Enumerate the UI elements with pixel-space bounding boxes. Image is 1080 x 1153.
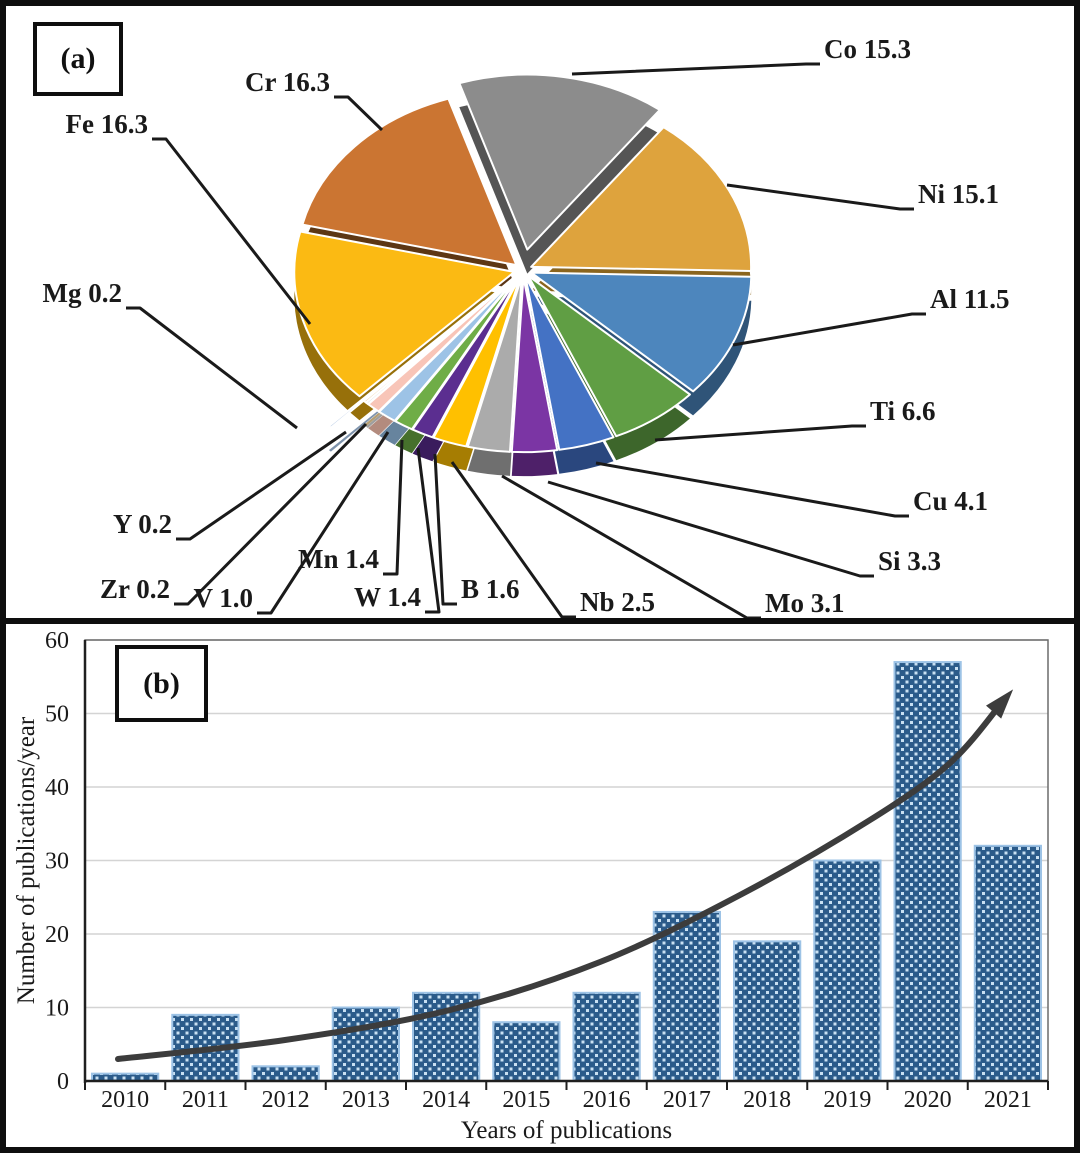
pie-slice-Cr (301, 97, 518, 267)
pie-leader-line-Mn (383, 439, 404, 576)
pie-leader-line-Fe (152, 137, 312, 325)
bar-2015 (492, 1021, 561, 1083)
pie-leader-line-Nb (450, 461, 576, 618)
pie-leader-line-Co (571, 62, 820, 76)
pie-label-Cu: Cu 4.1 (913, 486, 988, 516)
pie-label-Mn: Mn 1.4 (298, 544, 379, 574)
panel-a-label-box: (a) (33, 22, 123, 96)
pie-label-Cr: Cr 16.3 (245, 67, 330, 97)
pie-slice-Mo (466, 276, 523, 453)
trend-curve (115, 697, 1007, 1062)
pie-label-Al: Al 11.5 (930, 284, 1010, 314)
pie-leader-line-Mg (126, 306, 298, 430)
panel-b-label: (b) (143, 666, 180, 700)
y-tick-label-10: 10 (45, 996, 69, 1022)
pie-label-Zr: Zr 0.2 (100, 574, 170, 604)
bar-2018 (733, 940, 802, 1082)
x-tick-label-2018: 2018 (743, 1087, 791, 1113)
pie-leader-line-Ti (654, 424, 866, 442)
x-tick-label-2017: 2017 (663, 1087, 711, 1113)
pie-label-Fe: Fe 16.3 (66, 109, 148, 139)
y-axis-title: Number of publications/year (13, 716, 40, 1004)
y-tick-label-30: 30 (45, 849, 69, 875)
pie-leader-line-Zr (174, 422, 368, 606)
bar-2020 (893, 661, 962, 1082)
panel-b-bar: (b) 2010 2011 2012 2013 2014 2015 2016 2017 2018… (0, 621, 1080, 1153)
pie-slice-Ni (530, 126, 753, 272)
x-tick-label-2014: 2014 (422, 1087, 470, 1113)
panel-b-label-box: (b) (115, 645, 208, 722)
x-tick-label-2020: 2020 (904, 1087, 952, 1113)
bar-2021 (973, 844, 1042, 1082)
bar-chart-svg: 2010 2011 2012 2013 2014 2015 2016 2017 2018 2019… (13, 628, 1049, 1144)
pie-slice-Cu (524, 275, 615, 451)
pie-label-Mo: Mo 3.1 (765, 588, 844, 618)
y-tick-label-60: 60 (45, 628, 69, 654)
x-tick-label-2011: 2011 (182, 1087, 229, 1113)
pie-leader-line-Al (732, 312, 926, 347)
x-tick-label-2010: 2010 (101, 1087, 149, 1113)
pie-leader-line-Cu (595, 461, 909, 518)
panel-a-label: (a) (60, 42, 96, 75)
pie-chart-svg: Co 15.3 Ni 15.1 Al 11.5 Ti 6.6 Cu 4.1 Si 3.3 M… (43, 34, 1010, 618)
pie-label-Ti: Ti 6.6 (870, 396, 936, 426)
pie-label-Co: Co 15.3 (824, 34, 911, 64)
pie-leader-line-B (433, 453, 457, 606)
bar-2016 (572, 991, 641, 1082)
pie-leader-line-V (257, 431, 390, 615)
x-axis-title: Years of publications (461, 1117, 672, 1144)
y-tick-label-0: 0 (57, 1069, 69, 1095)
bar-2012 (251, 1065, 320, 1083)
pie-label-Si: Si 3.3 (878, 546, 941, 576)
pie-leader-line-Ni (726, 183, 914, 211)
trend-arrowhead (985, 689, 1014, 719)
bar-2017 (652, 910, 721, 1083)
pie-slice-Si (510, 276, 559, 454)
x-tick-label-2019: 2019 (823, 1087, 871, 1113)
pie-label-Nb: Nb 2.5 (580, 587, 655, 617)
y-tick-label-40: 40 (45, 775, 69, 801)
x-tick-label-2012: 2012 (262, 1087, 310, 1113)
pie-label-Ni: Ni 15.1 (918, 179, 999, 209)
pie-label-B: B 1.6 (461, 574, 520, 604)
bar-2019 (813, 859, 882, 1082)
pie-leader-line-Mo (501, 474, 761, 618)
bar-2013 (331, 1006, 400, 1082)
pie-leader-line-Cr (334, 95, 384, 132)
pie-slice-Mg (327, 300, 485, 429)
x-tick-label-2013: 2013 (342, 1087, 390, 1113)
pie-slice-Ti (527, 274, 691, 438)
pie-label-Mg: Mg 0.2 (43, 278, 122, 308)
pie-slice-Fe (293, 230, 516, 398)
panel-a-pie: (a) Co 15.3 Ni 15.1 Al 11.5 Ti 6.6 Cu 4.1 Si … (0, 0, 1080, 621)
y-tick-label-20: 20 (45, 922, 69, 948)
x-tick-label-2015: 2015 (502, 1087, 550, 1113)
pie-slice-Nb (432, 275, 522, 448)
pie-label-Y: Y 0.2 (113, 509, 172, 539)
pie-leader-line-Si (547, 480, 874, 578)
x-tick-label-2016: 2016 (583, 1087, 631, 1113)
pie-slice-Al (530, 271, 753, 393)
x-tick-label-2021: 2021 (984, 1087, 1032, 1113)
pie-label-W: W 1.4 (354, 582, 421, 612)
pie-slice-Co (458, 73, 661, 251)
y-tick-label-50: 50 (45, 702, 69, 728)
pie-leader-line-W (416, 447, 441, 614)
pie-leader-line-Y (176, 430, 347, 541)
